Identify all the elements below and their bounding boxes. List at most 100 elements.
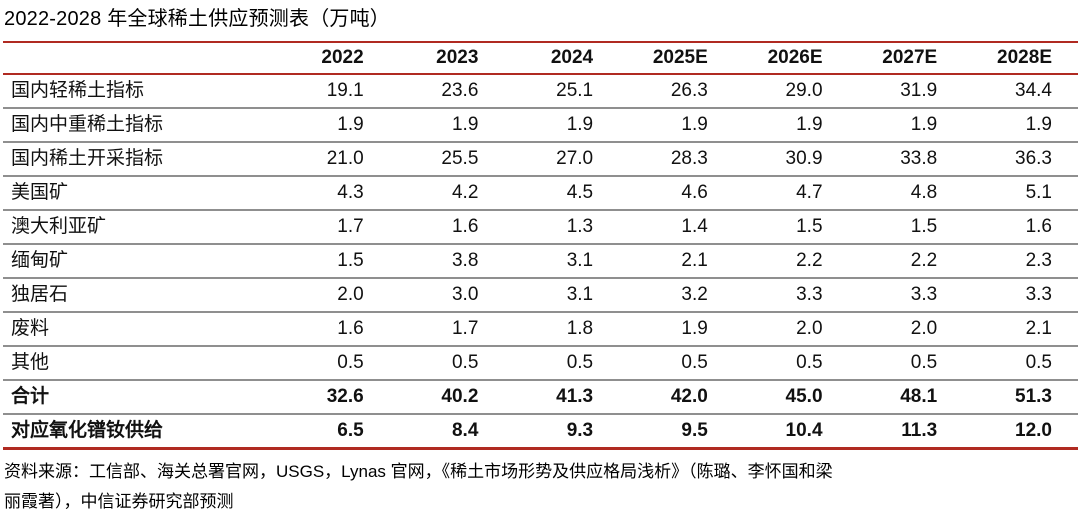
value-cell: 0.5 [963,346,1078,381]
source-note: 资料来源：工信部、海关总署官网，USGS，Lynas 官网，《稀土市场形势及供应… [3,457,1078,517]
value-cell: 32.6 [275,380,390,415]
value-cell: 41.3 [504,380,620,415]
table-row: 美国矿 4.3 4.2 4.5 4.6 4.7 4.8 5.1 [3,176,1078,211]
table-row: 合计 32.6 40.2 41.3 42.0 45.0 48.1 51.3 [3,380,1078,415]
value-cell: 31.9 [848,74,964,109]
value-cell: 1.9 [275,108,390,143]
table-row: 对应氧化镨钕供给 6.5 8.4 9.3 9.5 10.4 11.3 12.0 [3,414,1078,450]
column-header-2023: 2023 [389,41,505,75]
value-cell: 3.1 [504,244,620,279]
value-cell: 30.9 [733,142,849,177]
value-cell: 42.0 [619,380,734,415]
table-row: 独居石 2.0 3.0 3.1 3.2 3.3 3.3 3.3 [3,278,1078,313]
column-header-2024: 2024 [504,41,620,75]
value-cell: 1.3 [504,210,620,245]
column-header-2026e: 2026E [733,41,849,75]
value-cell: 1.6 [275,312,390,347]
row-label: 独居石 [3,278,275,313]
value-cell: 2.2 [733,244,849,279]
value-cell: 1.5 [275,244,390,279]
table-row: 缅甸矿 1.5 3.8 3.1 2.1 2.2 2.2 2.3 [3,244,1078,279]
value-cell: 51.3 [963,380,1078,415]
value-cell: 25.1 [504,74,620,109]
value-cell: 4.5 [504,176,620,211]
value-cell: 0.5 [733,346,849,381]
value-cell: 1.9 [963,108,1078,143]
value-cell: 3.3 [848,278,964,313]
value-cell: 34.4 [963,74,1078,109]
value-cell: 2.0 [848,312,964,347]
value-cell: 4.3 [275,176,390,211]
value-cell: 33.8 [848,142,964,177]
table-row: 其他 0.5 0.5 0.5 0.5 0.5 0.5 0.5 [3,346,1078,381]
value-cell: 1.4 [619,210,734,245]
value-cell: 4.6 [619,176,734,211]
value-cell: 1.7 [275,210,390,245]
table-row: 废料 1.6 1.7 1.8 1.9 2.0 2.0 2.1 [3,312,1078,347]
row-label: 合计 [3,380,275,415]
column-header-2027e: 2027E [848,41,964,75]
row-label: 废料 [3,312,275,347]
value-cell: 1.7 [389,312,505,347]
value-cell: 29.0 [733,74,849,109]
column-header-2025e: 2025E [619,41,734,75]
value-cell: 6.5 [275,414,390,450]
value-cell: 0.5 [504,346,620,381]
value-cell: 3.3 [963,278,1078,313]
source-note-line1: 资料来源：工信部、海关总署官网，USGS，Lynas 官网，《稀土市场形势及供应… [4,462,833,481]
rare-earth-supply-forecast-table: 2022 2023 2024 2025E 2026E 2027E 2028E 国… [3,41,1078,450]
value-cell: 2.0 [275,278,390,313]
value-cell: 2.3 [963,244,1078,279]
value-cell: 11.3 [848,414,964,450]
column-header-2022: 2022 [275,41,390,75]
row-label: 对应氧化镨钕供给 [3,414,275,450]
value-cell: 21.0 [275,142,390,177]
value-cell: 3.8 [389,244,505,279]
value-cell: 2.1 [963,312,1078,347]
value-cell: 2.1 [619,244,734,279]
value-cell: 1.9 [619,312,734,347]
value-cell: 3.3 [733,278,849,313]
table-row: 澳大利亚矿 1.7 1.6 1.3 1.4 1.5 1.5 1.6 [3,210,1078,245]
row-label: 澳大利亚矿 [3,210,275,245]
value-cell: 0.5 [389,346,505,381]
value-cell: 4.2 [389,176,505,211]
value-cell: 26.3 [619,74,734,109]
value-cell: 9.5 [619,414,734,450]
value-cell: 1.9 [619,108,734,143]
row-label: 缅甸矿 [3,244,275,279]
row-label: 国内稀土开采指标 [3,142,275,177]
value-cell: 0.5 [848,346,964,381]
value-cell: 2.2 [848,244,964,279]
value-cell: 1.5 [848,210,964,245]
table-row: 国内轻稀土指标 19.1 23.6 25.1 26.3 29.0 31.9 34.4 [3,74,1078,109]
value-cell: 5.1 [963,176,1078,211]
column-header-blank [3,41,275,75]
value-cell: 3.0 [389,278,505,313]
value-cell: 27.0 [504,142,620,177]
value-cell: 1.6 [389,210,505,245]
value-cell: 1.8 [504,312,620,347]
value-cell: 1.6 [963,210,1078,245]
value-cell: 19.1 [275,74,390,109]
value-cell: 25.5 [389,142,505,177]
table-row: 国内稀土开采指标 21.0 25.5 27.0 28.3 30.9 33.8 36.3 [3,142,1078,177]
column-header-2028e: 2028E [963,41,1078,75]
value-cell: 1.9 [504,108,620,143]
value-cell: 1.9 [389,108,505,143]
value-cell: 0.5 [275,346,390,381]
source-note-line2: 丽霞著），中信证券研究部预测 [4,492,234,511]
value-cell: 3.2 [619,278,734,313]
value-cell: 36.3 [963,142,1078,177]
value-cell: 2.0 [733,312,849,347]
value-cell: 1.9 [733,108,849,143]
value-cell: 4.7 [733,176,849,211]
value-cell: 8.4 [389,414,505,450]
row-label: 美国矿 [3,176,275,211]
value-cell: 9.3 [504,414,620,450]
value-cell: 12.0 [963,414,1078,450]
row-label: 国内轻稀土指标 [3,74,275,109]
value-cell: 45.0 [733,380,849,415]
row-label: 其他 [3,346,275,381]
